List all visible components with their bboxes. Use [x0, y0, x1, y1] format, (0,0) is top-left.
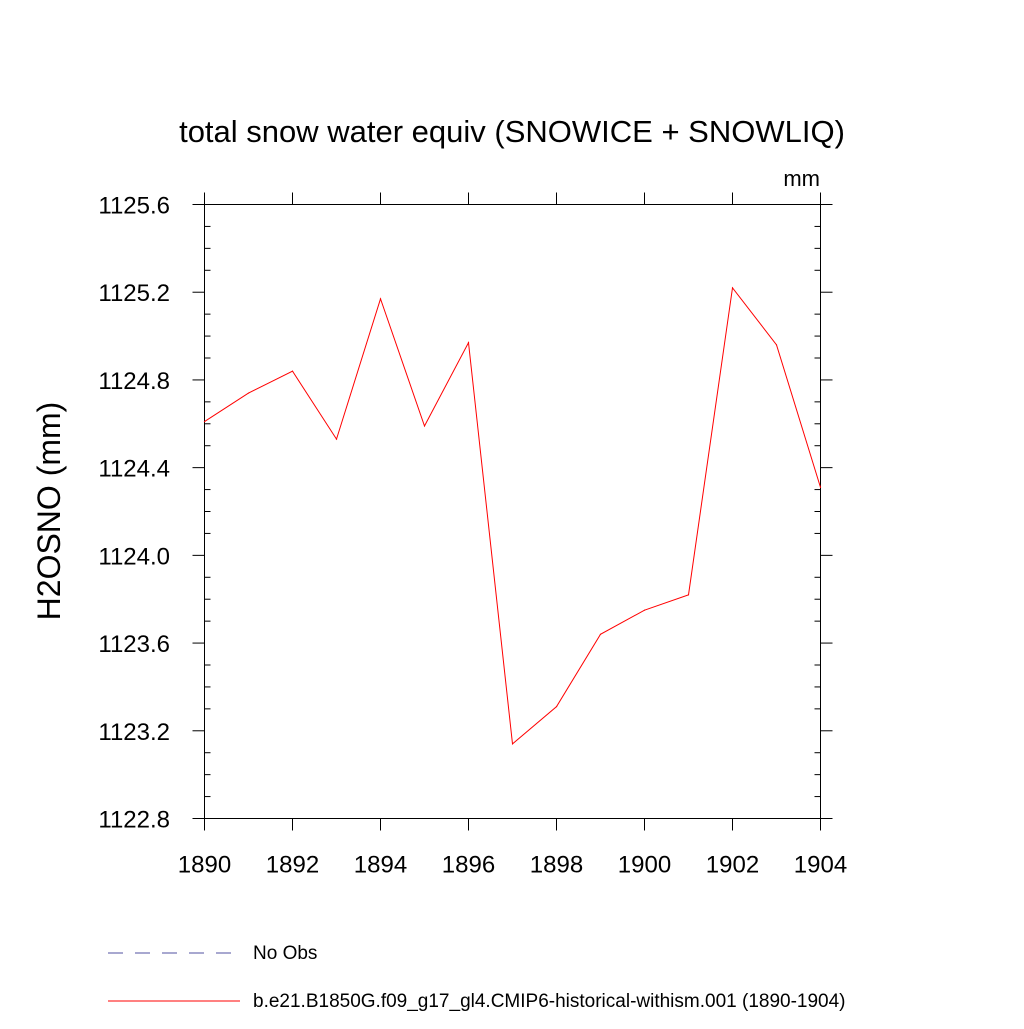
- data-point: [599, 633, 602, 635]
- y-tick-label: 1123.6: [98, 631, 170, 658]
- data-point: [247, 392, 250, 394]
- x-tick-label: 1898: [530, 852, 583, 879]
- data-point: [643, 609, 646, 611]
- series-group: [203, 286, 822, 745]
- y-tick-label: 1124.0: [98, 543, 170, 570]
- data-point: [731, 287, 734, 289]
- data-point: [291, 370, 294, 372]
- data-point: [819, 486, 822, 488]
- data-point: [775, 344, 778, 346]
- y-tick-label: 1125.2: [98, 280, 170, 307]
- data-point: [511, 743, 514, 745]
- y-tick-labels: 1122.8 1123.2 1123.6 1124.0 1124.4 1124.8 1125…: [98, 193, 170, 834]
- x-tick-label: 1896: [442, 852, 495, 879]
- x-tick-label: 1904: [794, 852, 847, 879]
- series-line: [204, 286, 821, 745]
- y-tick-label: 1122.8: [98, 807, 170, 834]
- data-point: [423, 425, 426, 427]
- x-tick-label: 1900: [618, 852, 671, 879]
- data-point: [335, 438, 338, 440]
- legend-obs-label: No Obs: [253, 943, 317, 964]
- y-tick-label: 1125.6: [98, 193, 170, 220]
- x-tick-labels: 1890 1892 1894 1896 1898 1900 1902 1904: [178, 852, 847, 879]
- x-tick-label: 1902: [706, 852, 759, 879]
- legend: No Obs b.e21.B1850G.f09_g17_gl4.CMIP6-hi…: [108, 943, 846, 1012]
- data-point: [467, 342, 470, 344]
- data-point: [687, 594, 690, 596]
- y-tick-label: 1124.4: [98, 456, 170, 483]
- y-tick-label: 1123.2: [98, 719, 170, 746]
- x-tick-label: 1894: [354, 852, 407, 879]
- x-tick-label: 1890: [178, 852, 231, 879]
- y-tick-label: 1124.8: [98, 368, 170, 395]
- data-point: [555, 706, 558, 708]
- y-axis-label: H2OSNO (mm): [31, 402, 67, 621]
- data-point: [203, 420, 206, 423]
- x-tick-label: 1892: [266, 852, 319, 879]
- major-ticks: [192, 192, 833, 831]
- plot-frame: [204, 204, 821, 819]
- legend-model-label: b.e21.B1850G.f09_g17_gl4.CMIP6-historica…: [253, 991, 846, 1012]
- units-label: mm: [783, 166, 820, 191]
- chart-title: total snow water equiv (SNOWICE + SNOWLI…: [179, 114, 845, 149]
- minor-ticks: [204, 225, 821, 798]
- data-point: [379, 298, 382, 300]
